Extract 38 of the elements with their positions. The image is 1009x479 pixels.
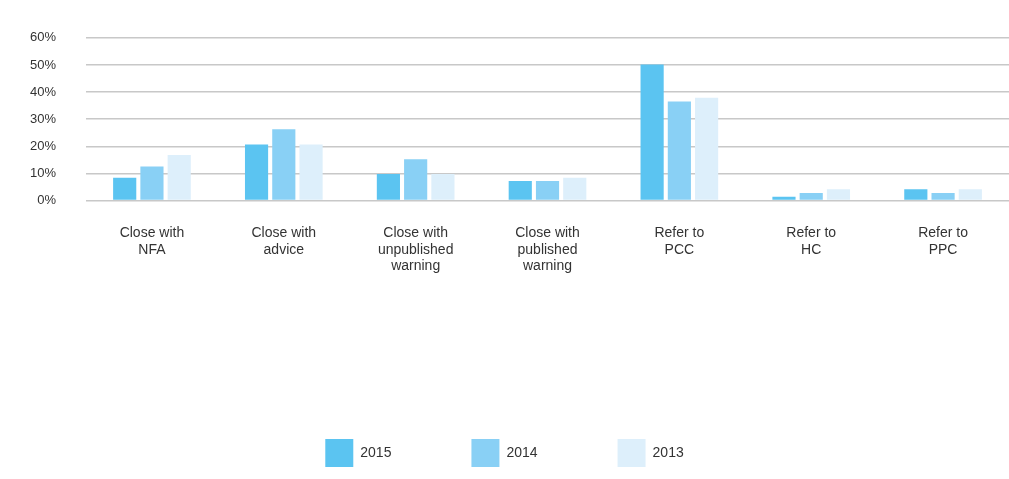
x-tick-label: Refer to PCC: [654, 223, 705, 257]
x-tick-label: Close with unpublished warning: [377, 223, 454, 274]
x-tick-label: Close with published warning: [515, 223, 580, 274]
bar: [958, 189, 982, 200]
bar: [772, 196, 796, 200]
bar: [508, 181, 532, 200]
bar: [431, 174, 455, 200]
bar: [563, 177, 587, 200]
y-tick-label: 30%: [29, 110, 57, 126]
y-tick-label: 60%: [29, 29, 57, 45]
bar: [640, 64, 664, 200]
y-tick-label: 50%: [29, 56, 57, 72]
x-tick-label: Close with NFA: [119, 223, 185, 257]
bar: [931, 193, 955, 200]
bar: [535, 181, 560, 200]
bar: [904, 189, 928, 200]
bar: [404, 159, 428, 200]
bar: [113, 177, 137, 200]
x-tick-label: Refer to PPC: [918, 223, 969, 257]
y-tick-label: 40%: [29, 83, 57, 99]
x-tick-label: Refer to HC: [786, 223, 837, 257]
bar: [272, 129, 296, 200]
legend-label: 2013: [652, 443, 684, 460]
bar: [667, 101, 691, 200]
y-tick-label: 20%: [29, 137, 57, 153]
legend-label: 2015: [360, 443, 392, 460]
legend-label: 2014: [506, 443, 538, 460]
bar: [167, 155, 191, 200]
bar: [799, 193, 823, 200]
bar: [376, 174, 400, 200]
y-tick-label: 0%: [37, 192, 57, 208]
bar: [140, 166, 164, 200]
bar: [826, 189, 851, 200]
bar: [695, 97, 719, 200]
bar: [244, 144, 269, 200]
x-tick-label: Close with advice: [251, 223, 317, 257]
bar: [299, 144, 323, 200]
y-tick-label: 10%: [29, 165, 57, 181]
